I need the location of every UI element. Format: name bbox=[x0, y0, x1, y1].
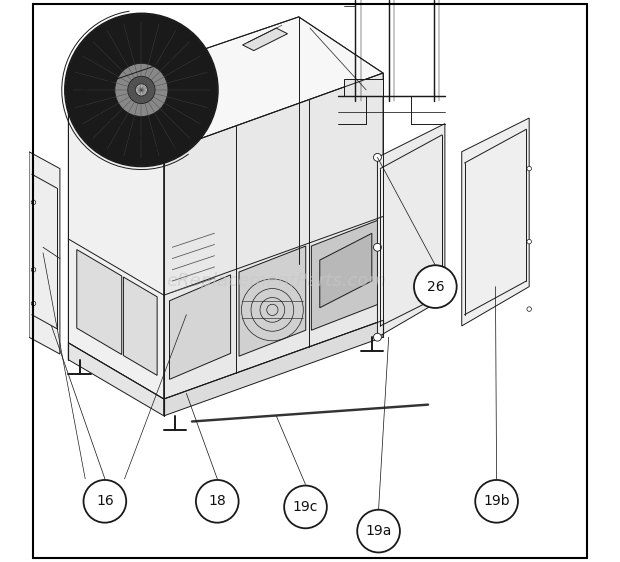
Polygon shape bbox=[68, 343, 164, 416]
Polygon shape bbox=[462, 118, 529, 326]
Circle shape bbox=[31, 268, 36, 272]
Polygon shape bbox=[68, 96, 164, 399]
Polygon shape bbox=[77, 250, 122, 355]
Circle shape bbox=[527, 307, 531, 311]
Circle shape bbox=[357, 510, 400, 552]
Circle shape bbox=[128, 76, 155, 103]
Polygon shape bbox=[29, 152, 60, 354]
Text: eReplacementParts.com: eReplacementParts.com bbox=[166, 272, 386, 290]
Polygon shape bbox=[164, 320, 383, 416]
Circle shape bbox=[527, 239, 531, 244]
Polygon shape bbox=[320, 233, 372, 308]
Circle shape bbox=[373, 153, 381, 161]
Circle shape bbox=[475, 480, 518, 523]
Text: 18: 18 bbox=[208, 495, 226, 508]
Circle shape bbox=[31, 301, 36, 306]
Circle shape bbox=[84, 480, 126, 523]
Polygon shape bbox=[123, 277, 157, 375]
Circle shape bbox=[527, 166, 531, 171]
Text: 26: 26 bbox=[427, 280, 444, 293]
Circle shape bbox=[115, 64, 168, 116]
Polygon shape bbox=[239, 246, 306, 356]
Polygon shape bbox=[169, 275, 231, 379]
Circle shape bbox=[373, 333, 381, 341]
Polygon shape bbox=[164, 73, 383, 399]
Text: 16: 16 bbox=[96, 495, 113, 508]
Circle shape bbox=[196, 480, 239, 523]
Circle shape bbox=[414, 265, 457, 308]
Text: 19c: 19c bbox=[293, 500, 318, 514]
Polygon shape bbox=[242, 28, 288, 51]
Polygon shape bbox=[378, 124, 445, 337]
Text: 19b: 19b bbox=[483, 495, 510, 508]
Circle shape bbox=[284, 486, 327, 528]
Circle shape bbox=[135, 84, 148, 96]
Circle shape bbox=[66, 14, 217, 166]
Polygon shape bbox=[311, 219, 380, 330]
Polygon shape bbox=[68, 17, 383, 152]
Text: 19a: 19a bbox=[365, 524, 392, 538]
Polygon shape bbox=[343, 79, 383, 96]
Circle shape bbox=[31, 200, 36, 205]
Circle shape bbox=[373, 243, 381, 251]
